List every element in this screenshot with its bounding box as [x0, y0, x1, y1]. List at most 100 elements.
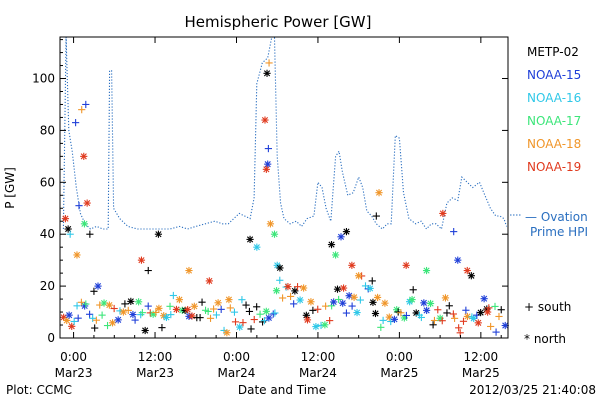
point-south — [204, 307, 212, 316]
point-north — [105, 301, 113, 309]
point-north — [214, 299, 222, 307]
point-south — [231, 318, 240, 326]
point-south — [368, 277, 376, 285]
point-north — [83, 199, 91, 207]
point-north — [276, 264, 284, 272]
point-south — [286, 292, 295, 301]
point-south — [326, 317, 334, 325]
point-north — [422, 266, 431, 275]
point-south — [269, 310, 277, 318]
point-north — [225, 296, 233, 304]
point-north — [423, 306, 431, 314]
point-north — [129, 310, 137, 319]
point-south — [434, 306, 442, 314]
point-south — [278, 294, 287, 302]
y-axis: 0 20 40 60 80 100 — [32, 39, 508, 345]
point-north — [296, 296, 304, 304]
point-south — [121, 300, 129, 308]
point-south — [196, 314, 204, 322]
point-north — [172, 305, 181, 314]
point-north — [154, 230, 163, 238]
point-north — [108, 319, 117, 327]
point-north — [331, 251, 340, 259]
point-north — [266, 220, 275, 228]
x-tick-time-label: 12:00 — [138, 350, 173, 364]
point-south — [73, 302, 81, 310]
point-north — [205, 277, 213, 285]
point-south — [438, 317, 446, 325]
x-tick-time-label: 0:00 — [60, 350, 87, 364]
point-north — [330, 298, 338, 306]
point-north — [300, 284, 308, 292]
point-north — [355, 272, 363, 280]
point-south — [245, 307, 254, 316]
data-points-layer — [60, 59, 509, 337]
point-north — [470, 314, 478, 323]
point-north — [307, 298, 315, 306]
point-north — [262, 165, 270, 173]
x-tick-time-label: 12:00 — [464, 350, 499, 364]
point-north — [185, 266, 193, 275]
point-south — [402, 311, 411, 320]
point-south — [72, 119, 80, 127]
point-south — [290, 300, 298, 308]
y-tick-label: 60 — [40, 175, 55, 189]
chart-title: Hemispheric Power [GW] — [185, 13, 372, 31]
point-north — [184, 305, 192, 314]
x-tick-time-label: 0:00 — [386, 350, 413, 364]
point-south — [276, 276, 284, 284]
footer-timestamp: 2012/03/25 21:40:08 — [469, 383, 596, 397]
point-south — [92, 316, 100, 324]
point-south — [98, 311, 106, 319]
x-axis: 0:00 Mar23 12:00 Mar23 0:00 Mar24 12:00 Mar24 0:… — [55, 37, 502, 380]
point-south — [379, 316, 387, 325]
point-north — [426, 299, 435, 308]
point-north — [61, 215, 70, 223]
point-north — [127, 297, 135, 305]
point-south — [309, 306, 317, 314]
point-south — [348, 302, 356, 310]
point-north — [312, 322, 320, 331]
legend-entry: NOAA-15 — [527, 68, 581, 82]
point-south — [429, 321, 437, 329]
point-south — [271, 309, 279, 317]
point-south — [226, 304, 234, 312]
point-north — [439, 209, 447, 218]
point-south — [85, 310, 94, 318]
point-north — [454, 256, 462, 264]
point-north — [369, 298, 377, 306]
point-north — [373, 293, 382, 302]
point-south — [158, 324, 166, 332]
point-north — [484, 308, 492, 316]
point-south — [314, 305, 322, 313]
point-north — [337, 233, 345, 241]
point-south — [74, 314, 82, 322]
x-tick-date-label: Mar24 — [299, 366, 337, 380]
x-tick-date-label: Mar23 — [136, 366, 174, 380]
point-north — [402, 261, 410, 269]
point-south — [198, 298, 206, 306]
point-south — [247, 325, 255, 333]
x-tick-date-label: Mar24 — [218, 366, 256, 380]
point-north — [246, 235, 254, 243]
point-south — [86, 230, 94, 238]
point-north — [420, 299, 428, 307]
point-south — [430, 316, 439, 325]
point-south — [258, 318, 267, 326]
point-north — [480, 295, 488, 303]
point-north — [261, 116, 269, 124]
y-axis-label: P [GW] — [3, 167, 17, 209]
point-south — [450, 314, 459, 322]
point-south — [152, 308, 160, 317]
point-south — [217, 305, 225, 313]
y-tick-label: 100 — [32, 72, 55, 86]
legend-entry: NOAA-18 — [527, 137, 581, 151]
legend-entry: NOAA-19 — [527, 160, 581, 174]
point-north — [223, 329, 231, 337]
y-tick-label: 0 — [47, 331, 55, 345]
point-north — [321, 321, 329, 329]
point-north — [263, 69, 271, 77]
y-tick-label: 80 — [40, 123, 55, 137]
x-tick-date-label: Mar23 — [55, 366, 93, 380]
point-south — [459, 317, 468, 325]
